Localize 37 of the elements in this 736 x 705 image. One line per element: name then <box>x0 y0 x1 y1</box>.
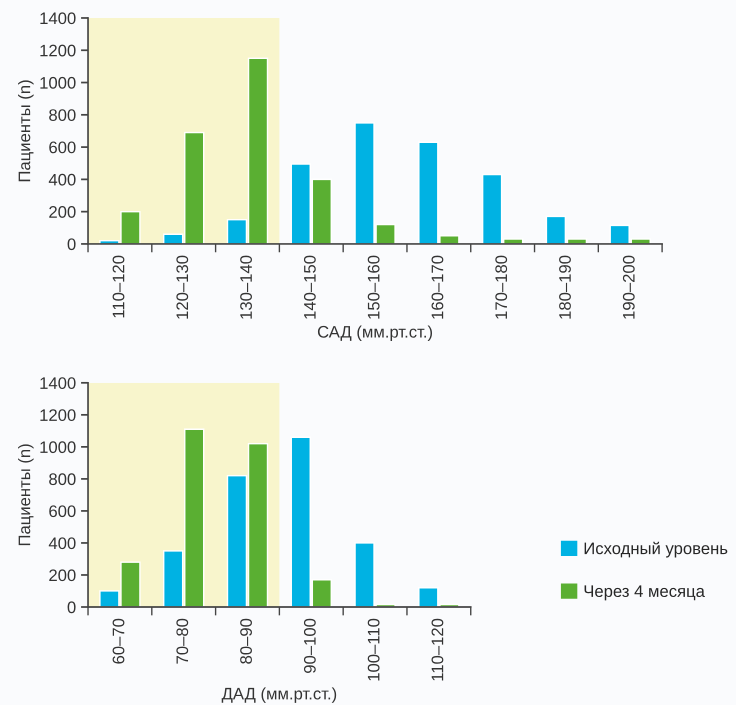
y-tick-label: 600 <box>49 141 76 154</box>
y-tick-label: 600 <box>49 505 76 518</box>
x-tick-label: 130–140 <box>240 256 252 319</box>
x-tick-label: 160–170 <box>432 256 444 319</box>
x-tick-label: 60–70 <box>112 618 124 664</box>
x-tick-label: 110–120 <box>432 618 444 680</box>
x-tick-label: 80–90 <box>240 618 252 664</box>
y-axis-title: Пациенты (n) <box>18 444 34 546</box>
x-axis-title: САД (мм.рт.ст.) <box>318 325 432 342</box>
y-tick-label: 400 <box>48 174 76 186</box>
y-tick-label: 1000 <box>40 441 76 454</box>
legend-label: Исходный уровень <box>584 542 728 558</box>
x-tick-label: 70–80 <box>176 618 188 664</box>
x-axis-title: ДАД (мм.рт.ст.) <box>222 687 336 703</box>
x-tick-label: 90–100 <box>304 618 316 673</box>
x-tick-label: 170–180 <box>495 256 508 319</box>
x-tick-label: 120–130 <box>176 256 188 319</box>
x-tick-label: 150–160 <box>368 256 380 319</box>
y-tick-label: 200 <box>49 206 76 218</box>
y-axis-title: Пациенты (n) <box>18 80 34 182</box>
legend-label: Через 4 месяца <box>584 585 705 600</box>
y-tick-label: 1000 <box>40 76 76 89</box>
y-tick-label: 400 <box>48 537 76 550</box>
x-tick-label: 140–150 <box>304 256 316 319</box>
y-tick-label: 1200 <box>40 409 76 422</box>
y-tick-label: 1400 <box>40 12 76 24</box>
x-tick-label: 100–110 <box>368 618 380 680</box>
y-tick-label: 1400 <box>40 377 76 390</box>
y-tick-label: 200 <box>49 569 76 582</box>
y-tick-label: 1200 <box>40 44 76 56</box>
x-tick-label: 110–120 <box>112 256 124 318</box>
y-tick-label: 0 <box>68 601 76 614</box>
x-tick-label: 190–200 <box>622 256 635 319</box>
x-tick-label: 180–190 <box>559 256 571 319</box>
y-tick-label: 800 <box>49 109 76 122</box>
y-tick-label: 0 <box>68 238 76 250</box>
y-tick-label: 800 <box>49 473 76 486</box>
